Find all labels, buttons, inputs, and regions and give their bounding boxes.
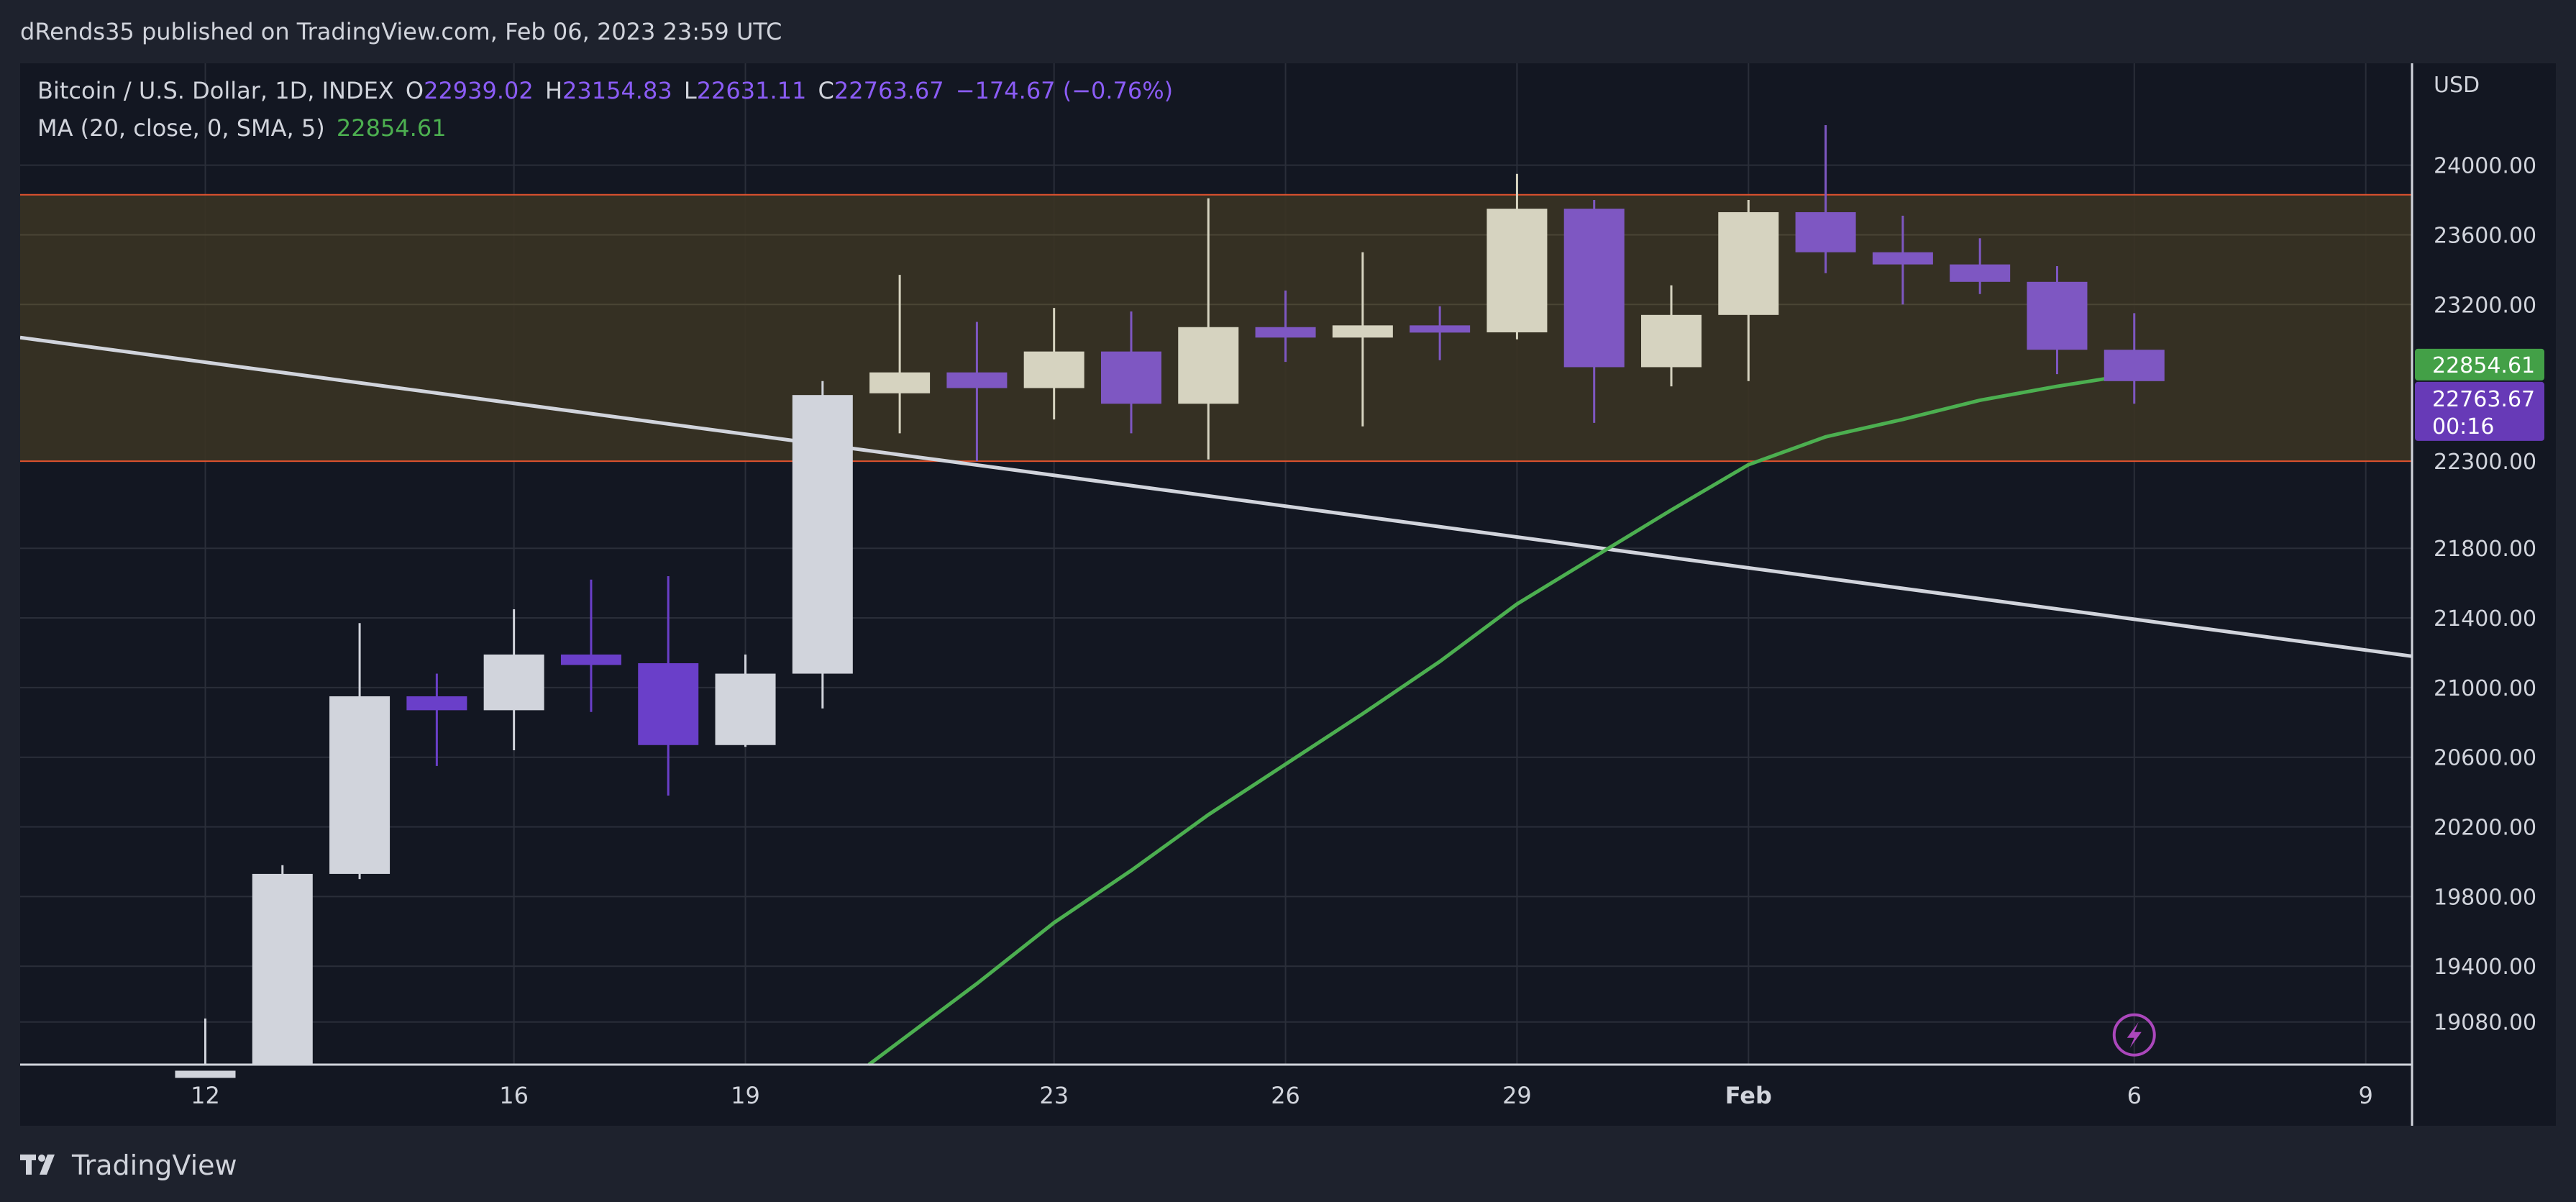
last-price-text: 22763.67 (2432, 387, 2535, 412)
y-tick-label: 21400.00 (2434, 606, 2536, 632)
x-tick-label: 29 (1502, 1082, 1532, 1109)
candle-body[interactable] (1410, 325, 1471, 333)
publisher-header: dRends35 published on TradingView.com, F… (20, 0, 782, 63)
last-price-tag (2415, 381, 2544, 441)
currency-label[interactable]: USD (2434, 73, 2480, 98)
close-value: 22763.67 (833, 77, 944, 104)
x-tick-label: 23 (1039, 1082, 1069, 1109)
high-value: 23154.83 (562, 77, 672, 104)
candle-body[interactable] (1795, 211, 1856, 252)
change-value: −174.67 (−0.76%) (955, 77, 1174, 104)
x-tick-label: 19 (731, 1082, 760, 1109)
candle-body[interactable] (1255, 327, 1316, 338)
candle-body[interactable] (1950, 264, 2011, 282)
candle-body[interactable] (1178, 327, 1239, 404)
candle-body[interactable] (406, 696, 467, 711)
y-tick-label: 22300.00 (2434, 450, 2536, 475)
low-value: 22631.11 (696, 77, 807, 104)
y-tick-label: 23600.00 (2434, 223, 2536, 248)
ohlc-row: Bitcoin / U.S. Dollar, 1D, INDEX O22939.… (37, 72, 1173, 109)
open-label: O (405, 77, 424, 104)
candle-body[interactable] (792, 395, 853, 674)
candle-body[interactable] (1641, 314, 1702, 368)
close-label: C (818, 77, 834, 104)
publisher-text: dRends35 published on TradingView.com, F… (20, 18, 782, 45)
x-tick-label: Feb (1725, 1082, 1772, 1109)
symbol-title[interactable]: Bitcoin / U.S. Dollar, 1D, INDEX (37, 77, 394, 104)
y-tick-label: 21800.00 (2434, 537, 2536, 562)
y-tick-label: 20200.00 (2434, 816, 2536, 841)
candle-body[interactable] (715, 673, 776, 745)
y-tick-label: 19400.00 (2434, 955, 2536, 980)
y-tick-label: 24000.00 (2434, 154, 2536, 179)
x-tick-label: 6 (2127, 1082, 2142, 1109)
brand-name[interactable]: TradingView (72, 1149, 237, 1181)
chart-legend: Bitcoin / U.S. Dollar, 1D, INDEX O22939.… (37, 72, 1173, 147)
candle-body[interactable] (2104, 350, 2165, 381)
x-tick-label: 9 (2358, 1082, 2372, 1109)
y-tick-label: 20600.00 (2434, 746, 2536, 771)
ma-row: MA (20, close, 0, SMA, 5) 22854.61 (37, 109, 1173, 147)
ma-value: 22854.61 (336, 114, 447, 142)
candle-body[interactable] (1872, 252, 1933, 265)
lightning-icon[interactable] (2112, 1013, 2156, 1057)
candle-body[interactable] (2027, 281, 2088, 350)
candle-body[interactable] (1718, 211, 1779, 315)
low-label: L (683, 77, 697, 104)
candle-body[interactable] (869, 372, 931, 393)
x-tick-label: 26 (1271, 1082, 1300, 1109)
candle-body[interactable] (483, 654, 544, 711)
open-value: 22939.02 (424, 77, 534, 104)
candle-body[interactable] (175, 1070, 236, 1078)
candle-body[interactable] (638, 663, 699, 745)
ma-line[interactable] (867, 372, 2135, 1067)
candle-body[interactable] (1486, 209, 1548, 333)
x-tick-label: 16 (499, 1082, 529, 1109)
y-tick-label: 23200.00 (2434, 293, 2536, 318)
trend-line[interactable] (20, 335, 2413, 658)
x-tick-label: 12 (191, 1082, 220, 1109)
countdown-text: 00:16 (2432, 414, 2494, 440)
chart-panel[interactable]: 19080.00 19400.00 19800.00 20200.00 20600.00… (20, 63, 2556, 1126)
candle-body[interactable] (1332, 325, 1393, 338)
candle-body[interactable] (329, 696, 390, 874)
y-tick-label: 19800.00 (2434, 885, 2536, 910)
ma-price-tag-text: 22854.61 (2432, 353, 2535, 378)
footer-branding: TradingView (20, 1144, 237, 1187)
price-chart[interactable]: 19080.00 19400.00 19800.00 20200.00 20600.00… (20, 63, 2556, 1126)
tradingview-logo-icon (20, 1155, 62, 1176)
high-label: H (544, 77, 562, 104)
ma-price-tag (2415, 348, 2544, 381)
candle-body[interactable] (560, 654, 621, 665)
candle-body[interactable] (1563, 209, 1625, 368)
y-tick-label: 21000.00 (2434, 676, 2536, 701)
ma-label[interactable]: MA (20, close, 0, SMA, 5) (37, 114, 325, 142)
candle-body[interactable] (252, 873, 313, 1065)
candle-body[interactable] (946, 372, 1008, 388)
candle-body[interactable] (1100, 351, 1161, 404)
candle-body[interactable] (1023, 351, 1084, 388)
lightning-glyph (2127, 1021, 2142, 1048)
y-tick-label: 19080.00 (2434, 1011, 2536, 1036)
